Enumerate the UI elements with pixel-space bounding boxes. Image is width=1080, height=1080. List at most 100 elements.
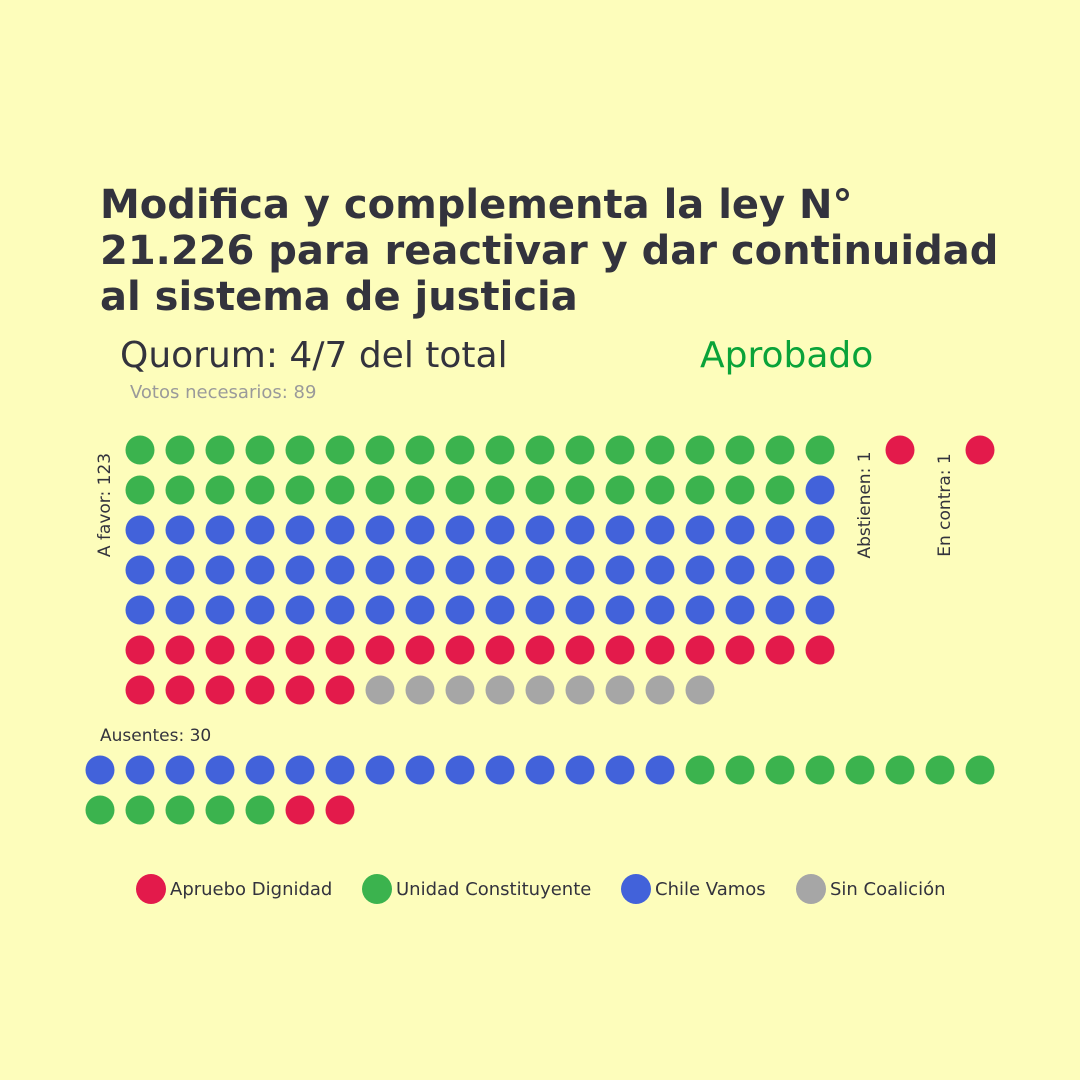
seat-dot-ausentes-chile-vamos	[165, 755, 195, 785]
seat-dot-a-favor-unidad-constituyente	[725, 435, 755, 465]
seat-dot-a-favor-chile-vamos	[525, 595, 555, 625]
seat-dot-a-favor-sin-coalicion	[525, 675, 555, 705]
seat-dot-a-favor-unidad-constituyente	[645, 435, 675, 465]
seat-dot-ausentes-chile-vamos	[485, 755, 515, 785]
seat-dot-a-favor-apruebo-dignidad	[565, 635, 595, 665]
seat-dot-a-favor-apruebo-dignidad	[525, 635, 555, 665]
seat-dot-a-favor-unidad-constituyente	[125, 435, 155, 465]
seat-dot-ausentes-unidad-constituyente	[685, 755, 715, 785]
seat-dot-a-favor-unidad-constituyente	[285, 435, 315, 465]
seat-dot-a-favor-unidad-constituyente	[245, 475, 275, 505]
seat-dot-a-favor-unidad-constituyente	[245, 435, 275, 465]
seat-dot-a-favor-unidad-constituyente	[205, 475, 235, 505]
ausentes-label: Ausentes: 30	[100, 726, 211, 746]
legend-item-unidad-constituyente: Unidad Constituyente	[362, 873, 591, 905]
legend-swatch	[621, 874, 651, 904]
seat-dot-a-favor-unidad-constituyente	[165, 435, 195, 465]
seat-dot-a-favor-chile-vamos	[805, 555, 835, 585]
seat-dot-a-favor-sin-coalicion	[405, 675, 435, 705]
seat-dot-a-favor-apruebo-dignidad	[405, 635, 435, 665]
seat-dot-a-favor-chile-vamos	[485, 515, 515, 545]
seat-dot-a-favor-chile-vamos	[725, 515, 755, 545]
seat-dot-a-favor-chile-vamos	[365, 515, 395, 545]
seat-dot-a-favor-chile-vamos	[285, 595, 315, 625]
legend-label: Unidad Constituyente	[396, 878, 592, 900]
seat-dot-ausentes-unidad-constituyente	[165, 795, 195, 825]
seat-dot-a-favor-chile-vamos	[645, 595, 675, 625]
seat-dot-a-favor-chile-vamos	[445, 595, 475, 625]
seat-dot-a-favor-chile-vamos	[765, 515, 795, 545]
seat-dot-a-favor-unidad-constituyente	[725, 475, 755, 505]
seat-dot-a-favor-chile-vamos	[645, 515, 675, 545]
seat-dot-a-favor-unidad-constituyente	[565, 475, 595, 505]
seat-dot-ausentes-chile-vamos	[525, 755, 555, 785]
seat-dot-ausentes-unidad-constituyente	[725, 755, 755, 785]
seat-dot-ausentes-chile-vamos	[365, 755, 395, 785]
seat-dot-a-favor-chile-vamos	[605, 595, 635, 625]
seat-dot-a-favor-chile-vamos	[205, 555, 235, 585]
abstienen-label: Abstienen: 1	[855, 451, 875, 558]
seat-dot-a-favor-apruebo-dignidad	[285, 635, 315, 665]
seat-dot-a-favor-unidad-constituyente	[565, 435, 595, 465]
legend-item-chile-vamos: Chile Vamos	[621, 873, 766, 905]
seat-dot-ausentes-chile-vamos	[405, 755, 435, 785]
seat-dot-en-contra-apruebo-dignidad	[965, 435, 995, 465]
seat-dot-ausentes-unidad-constituyente	[85, 795, 115, 825]
seat-dot-ausentes-chile-vamos	[125, 755, 155, 785]
en-contra-label: En contra: 1	[935, 453, 955, 556]
seat-dot-a-favor-apruebo-dignidad	[485, 635, 515, 665]
seat-dot-a-favor-apruebo-dignidad	[685, 635, 715, 665]
seat-dot-ausentes-chile-vamos	[245, 755, 275, 785]
seat-dot-a-favor-apruebo-dignidad	[245, 635, 275, 665]
seat-dot-a-favor-chile-vamos	[325, 595, 355, 625]
seat-dot-ausentes-unidad-constituyente	[965, 755, 995, 785]
seat-dot-a-favor-chile-vamos	[725, 555, 755, 585]
seat-dot-a-favor-unidad-constituyente	[525, 475, 555, 505]
seat-dot-ausentes-unidad-constituyente	[765, 755, 795, 785]
seat-dot-a-favor-unidad-constituyente	[365, 475, 395, 505]
seat-dot-a-favor-chile-vamos	[725, 595, 755, 625]
seat-dot-a-favor-unidad-constituyente	[805, 435, 835, 465]
seat-dot-a-favor-apruebo-dignidad	[325, 675, 355, 705]
seat-dot-a-favor-apruebo-dignidad	[165, 635, 195, 665]
seat-dot-a-favor-apruebo-dignidad	[125, 675, 155, 705]
seat-dot-a-favor-chile-vamos	[685, 595, 715, 625]
legend-swatch	[362, 874, 392, 904]
seat-dot-a-favor-chile-vamos	[365, 555, 395, 585]
seat-dot-a-favor-unidad-constituyente	[285, 475, 315, 505]
seat-dot-a-favor-unidad-constituyente	[405, 435, 435, 465]
legend-item-apruebo-dignidad: Apruebo Dignidad	[136, 873, 332, 905]
seat-dot-a-favor-chile-vamos	[445, 515, 475, 545]
seat-dot-ausentes-chile-vamos	[205, 755, 235, 785]
seat-dot-a-favor-chile-vamos	[405, 555, 435, 585]
seat-dot-ausentes-unidad-constituyente	[925, 755, 955, 785]
seat-dot-a-favor-chile-vamos	[125, 555, 155, 585]
seat-dot-a-favor-unidad-constituyente	[165, 475, 195, 505]
seat-dot-a-favor-chile-vamos	[805, 595, 835, 625]
seat-dot-ausentes-unidad-constituyente	[845, 755, 875, 785]
seat-dot-a-favor-unidad-constituyente	[125, 475, 155, 505]
chart-title: Modifica y complementa la ley N° 21.226 …	[100, 182, 999, 320]
seat-dot-a-favor-chile-vamos	[685, 555, 715, 585]
legend-label: Chile Vamos	[655, 878, 766, 900]
seat-dot-a-favor-chile-vamos	[525, 555, 555, 585]
seat-dot-a-favor-chile-vamos	[125, 595, 155, 625]
seat-dot-a-favor-chile-vamos	[565, 515, 595, 545]
seat-dot-a-favor-apruebo-dignidad	[125, 635, 155, 665]
seat-dot-a-favor-apruebo-dignidad	[805, 635, 835, 665]
seat-dot-a-favor-sin-coalicion	[485, 675, 515, 705]
seat-dot-a-favor-sin-coalicion	[605, 675, 635, 705]
votes-needed-label: Votos necesarios: 89	[130, 382, 317, 403]
seat-dot-a-favor-chile-vamos	[325, 555, 355, 585]
seat-dot-a-favor-chile-vamos	[445, 555, 475, 585]
seat-dot-a-favor-chile-vamos	[405, 515, 435, 545]
seat-dot-a-favor-apruebo-dignidad	[285, 675, 315, 705]
seat-dot-a-favor-chile-vamos	[165, 595, 195, 625]
seat-dot-a-favor-chile-vamos	[205, 595, 235, 625]
seat-dot-a-favor-apruebo-dignidad	[205, 635, 235, 665]
result-label: Aprobado	[700, 335, 874, 376]
legend-label: Apruebo Dignidad	[170, 878, 333, 900]
seat-dot-a-favor-unidad-constituyente	[605, 475, 635, 505]
seat-dot-a-favor-chile-vamos	[205, 515, 235, 545]
seat-dot-a-favor-sin-coalicion	[445, 675, 475, 705]
